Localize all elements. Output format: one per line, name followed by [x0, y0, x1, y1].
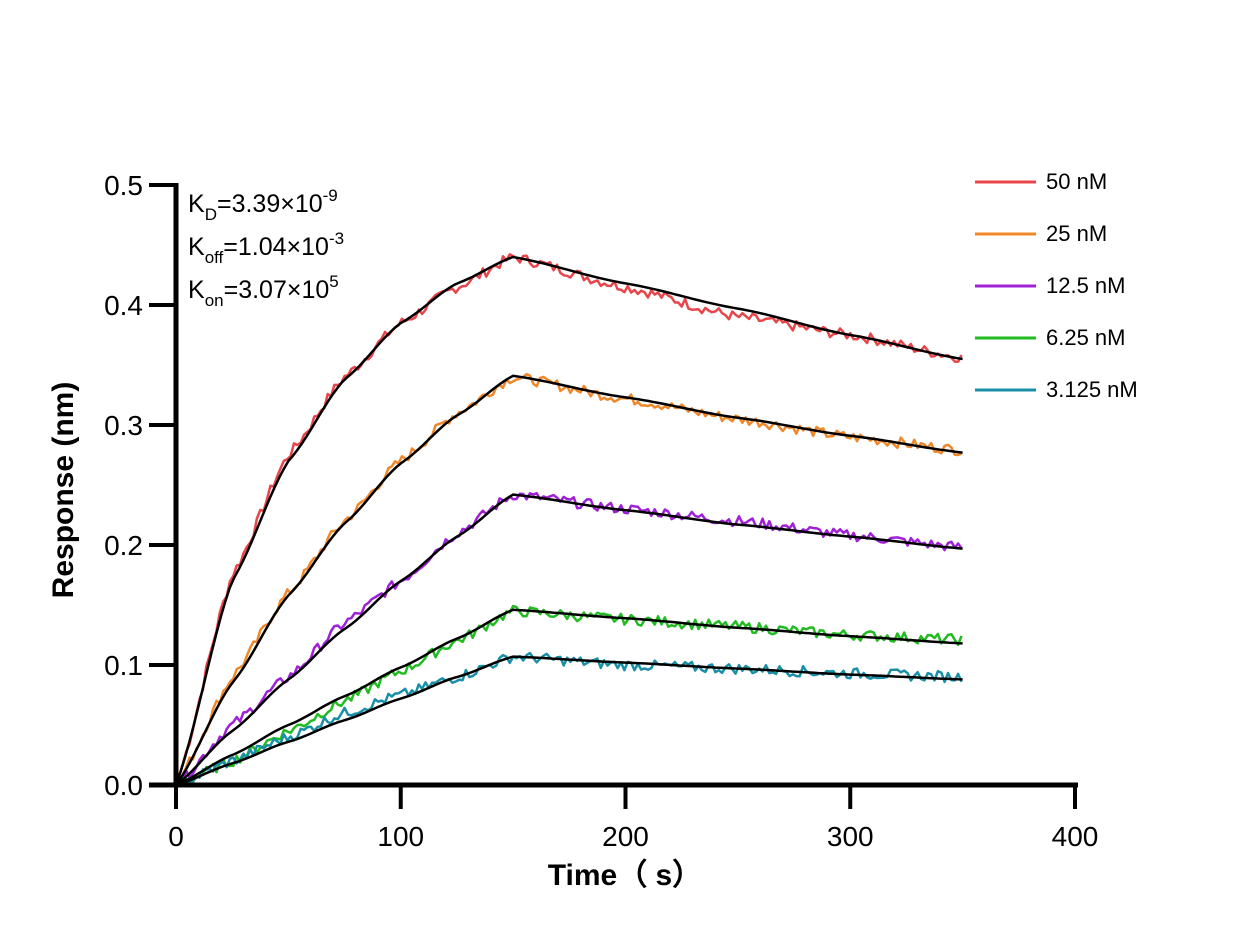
y-tick-label: 0.1 [104, 650, 143, 681]
x-tick-label: 200 [602, 821, 649, 852]
x-ticks: 0 100 200 300 400 [168, 785, 1098, 852]
fit-line [175, 493, 963, 786]
legend-label: 25 nM [1046, 221, 1107, 246]
series-line [174, 253, 963, 786]
kon-annotation: Kon=3.07×105 [188, 272, 339, 310]
fit-line [175, 655, 963, 787]
series-line [175, 604, 963, 787]
y-tick-label: 0.0 [104, 770, 143, 801]
legend-label: 12.5 nM [1046, 273, 1126, 298]
y-tick-label: 0.4 [104, 290, 143, 321]
legend-label: 3.125 nM [1046, 377, 1138, 402]
fit-line [174, 255, 963, 786]
series-line [174, 372, 963, 786]
x-tick-label: 400 [1052, 821, 1099, 852]
x-tick-label: 100 [377, 821, 424, 852]
y-tick-label: 0.3 [104, 410, 143, 441]
y-ticks: 0.0 0.1 0.2 0.3 0.4 0.5 [104, 170, 176, 801]
legend-label: 6.25 nM [1046, 325, 1126, 350]
y-tick-label: 0.5 [104, 170, 143, 201]
legend: 50 nM 25 nM 12.5 nM 6.25 nM 3.125 nM [975, 169, 1138, 402]
koff-annotation: Koff=1.04×10-3 [188, 229, 344, 267]
y-tick-label: 0.2 [104, 530, 143, 561]
x-tick-label: 0 [168, 821, 184, 852]
legend-label: 50 nM [1046, 169, 1107, 194]
kd-annotation: KD=3.39×10-9 [188, 186, 338, 224]
fit-layer [174, 255, 963, 787]
x-tick-label: 300 [827, 821, 874, 852]
fit-line [174, 374, 963, 786]
y-axis-title: Response (nm) [47, 382, 80, 599]
fit-line [175, 608, 963, 787]
x-axis-title: Time（ s） [548, 858, 703, 892]
